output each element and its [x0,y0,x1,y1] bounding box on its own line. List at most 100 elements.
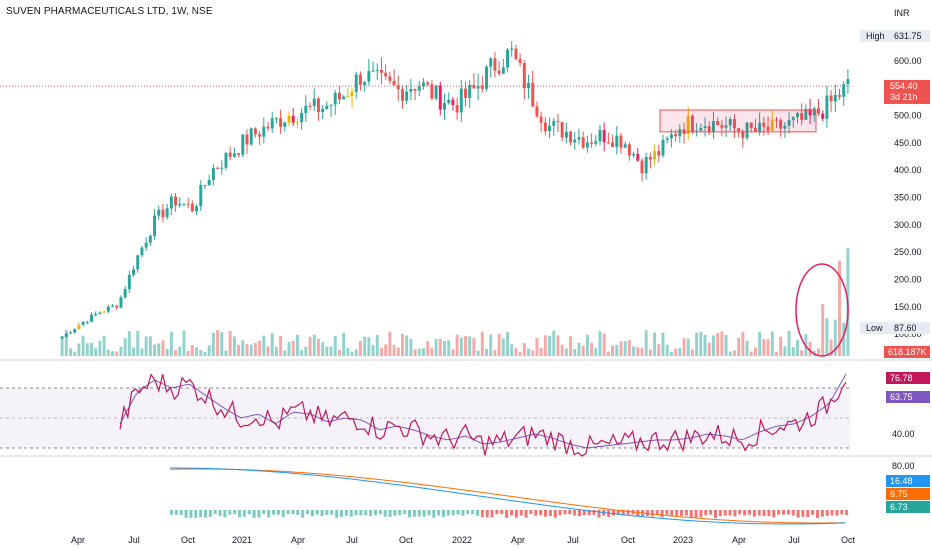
macd-hist-bar [806,510,810,518]
macd-hist-bar [223,510,227,518]
time-tick: Jul [567,535,579,545]
volume-bar [535,337,539,356]
volume-bar [392,345,396,356]
macd-hist-bar [587,510,591,516]
candle-body [560,122,564,138]
candle-body [724,125,728,128]
candle-body [514,48,518,59]
volume-bar [94,348,98,356]
candle-body [447,99,451,104]
time-tick: Oct [841,535,856,545]
candle-body [598,130,602,142]
time-tick: Apr [732,535,746,545]
candle-body [342,96,346,100]
price-tick: 600.00 [894,56,922,66]
macd-hist-bar [665,510,669,515]
volume-bar [653,332,657,356]
rsi-ma-value: 63.75 [890,392,913,402]
time-tick: Apr [291,535,305,545]
volume-bar [413,349,417,356]
macd-hist-bar [398,510,402,516]
candle-body [485,66,488,89]
candle-body [266,126,270,129]
last-price-value: 554.40 [890,81,918,91]
candle-body [543,122,547,132]
volume-bar [476,350,480,356]
volume-bar [308,336,312,356]
macd-hist-bar [286,510,290,515]
volume-bar [737,338,741,356]
macd-hist-bar [174,510,178,515]
volume-bar [405,335,409,356]
macd-hist-bar [461,510,465,516]
volume-bar [665,344,669,356]
macd-hist-bar [306,510,309,515]
volume-bar [279,335,283,356]
candle-body [812,108,816,116]
volume-bar [350,351,354,356]
volume-bar [90,342,93,356]
volume-bar [401,334,404,356]
candle-body [581,137,585,148]
volume-bar [842,322,846,356]
candle-body [438,85,442,110]
volume-bar [237,344,241,356]
candle-body [77,324,81,329]
volume-bar [489,334,493,356]
volume-bar [594,348,598,356]
volume-bar [501,338,505,356]
volume-bar [821,304,825,356]
candle-body [758,122,762,132]
volume-bar [211,332,215,356]
volume-bar [333,336,337,356]
candle-body [606,142,610,144]
candle-body [615,135,619,147]
candle-body [329,104,333,106]
candle-body [249,128,253,145]
macd-hist-bar [524,510,528,518]
macd-hist-bar [480,510,484,518]
candle-body [216,167,220,169]
macd-hist-bar [845,510,849,516]
candle-body [308,105,312,107]
candle-body [245,134,249,145]
macd-hist-bar [170,510,173,515]
candle-body [98,312,102,314]
candle-body [153,215,157,236]
volume-bar [157,343,161,356]
macd-hist-bar [388,510,392,517]
volume-bar [258,340,262,356]
candle-body [232,153,236,157]
candle-body [821,113,825,119]
candle-body [779,120,783,129]
time-tick: Apr [511,535,525,545]
volume-bar [358,341,362,356]
volume-bar [321,342,325,356]
macd-hist-bar [349,510,353,517]
signal-badge [886,488,930,500]
volume-bar [106,349,110,356]
macd-hist-bar [646,510,649,517]
macd-hist-bar [451,510,455,516]
macd-hist-bar [179,510,183,516]
macd-hist-bar [553,510,557,518]
candle-body [270,118,274,129]
candle-body [602,130,606,143]
candle-body [405,91,409,101]
candle-body [796,113,799,118]
candle-body [573,139,577,143]
macd-hist-bar [383,510,387,517]
candle-body [766,126,770,131]
volume-bar [556,335,560,356]
volume-bar [506,332,509,356]
candle-body [312,98,316,107]
macd-hist-bar [267,510,271,518]
candle-body [548,125,552,132]
macd-hist-bar [718,510,722,516]
macd-hist-bar [748,510,751,515]
candle-body [237,153,241,155]
volume-bar [274,347,278,356]
macd-hist-bar [476,510,479,516]
volume-bar [396,347,400,356]
